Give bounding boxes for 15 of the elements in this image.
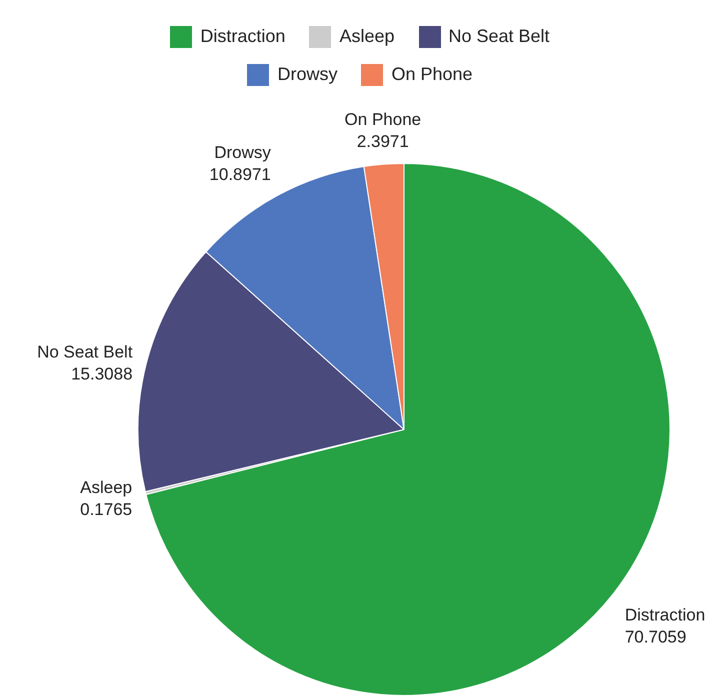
- data-label: 0.1765: [80, 500, 132, 520]
- slice-label: Drowsy: [214, 142, 272, 162]
- data-label: 70.7059: [624, 627, 686, 646]
- slice-label: On Phone: [344, 110, 422, 129]
- slice-label: Distraction: [624, 605, 706, 624]
- data-label: 15.3088: [71, 364, 133, 384]
- legend-label: Drowsy: [277, 64, 338, 85]
- legend-label: On Phone: [391, 64, 473, 85]
- legend-label: No Seat Belt: [448, 26, 550, 47]
- data-label: 2.3971: [356, 132, 409, 151]
- slice-label: Asleep: [80, 478, 132, 498]
- slice-label: No Seat Belt: [37, 342, 133, 362]
- legend-label: Distraction: [200, 26, 286, 47]
- data-label: 10.8971: [209, 164, 271, 184]
- legend-label: Asleep: [339, 26, 394, 47]
